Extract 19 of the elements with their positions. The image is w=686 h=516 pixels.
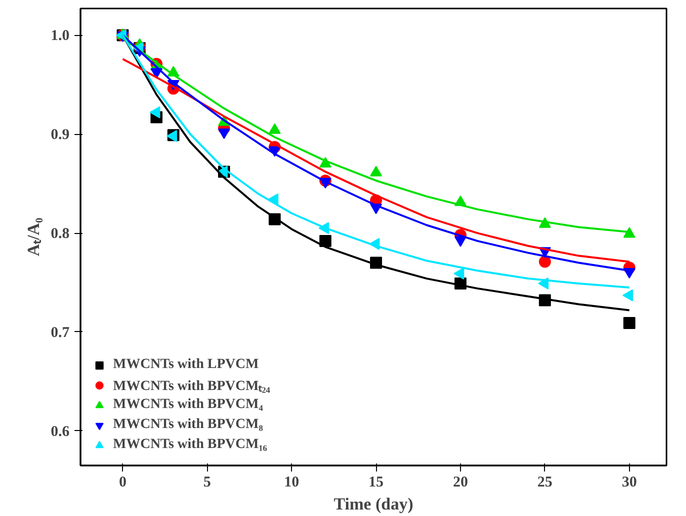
x-tick-label: 5 — [203, 474, 211, 490]
x-tick-label: 10 — [284, 474, 300, 490]
x-tick-label: 15 — [368, 474, 384, 490]
legend-label: MWCNTs with LPVCM — [113, 357, 259, 373]
legend-label: MWCNTs with BPVCM₄ — [113, 397, 263, 413]
x-axis-title: Time (day) — [334, 494, 414, 514]
y-tick-label: 0.6 — [50, 424, 70, 440]
y-tick-label: 0.7 — [50, 324, 70, 341]
y-tick-label: 0.9 — [50, 127, 70, 144]
x-tick-label: 0 — [118, 474, 126, 490]
legend-label: MWCNTs with BPVCMₜ₂₄ — [113, 378, 270, 395]
y-tick-label: 1.0 — [50, 28, 70, 44]
y-tick-label: 0.8 — [50, 226, 70, 242]
legend-label: MWCNTs with BPVCM₁₆ — [113, 437, 268, 453]
x-tick-label: 25 — [537, 474, 552, 490]
legend-label: MWCNTs with BPVCM₈ — [113, 417, 263, 433]
y-axis-title: Aₜ/A₀ — [24, 218, 43, 256]
x-tick-label: 30 — [622, 474, 637, 490]
x-tick-label: 20 — [452, 474, 468, 490]
